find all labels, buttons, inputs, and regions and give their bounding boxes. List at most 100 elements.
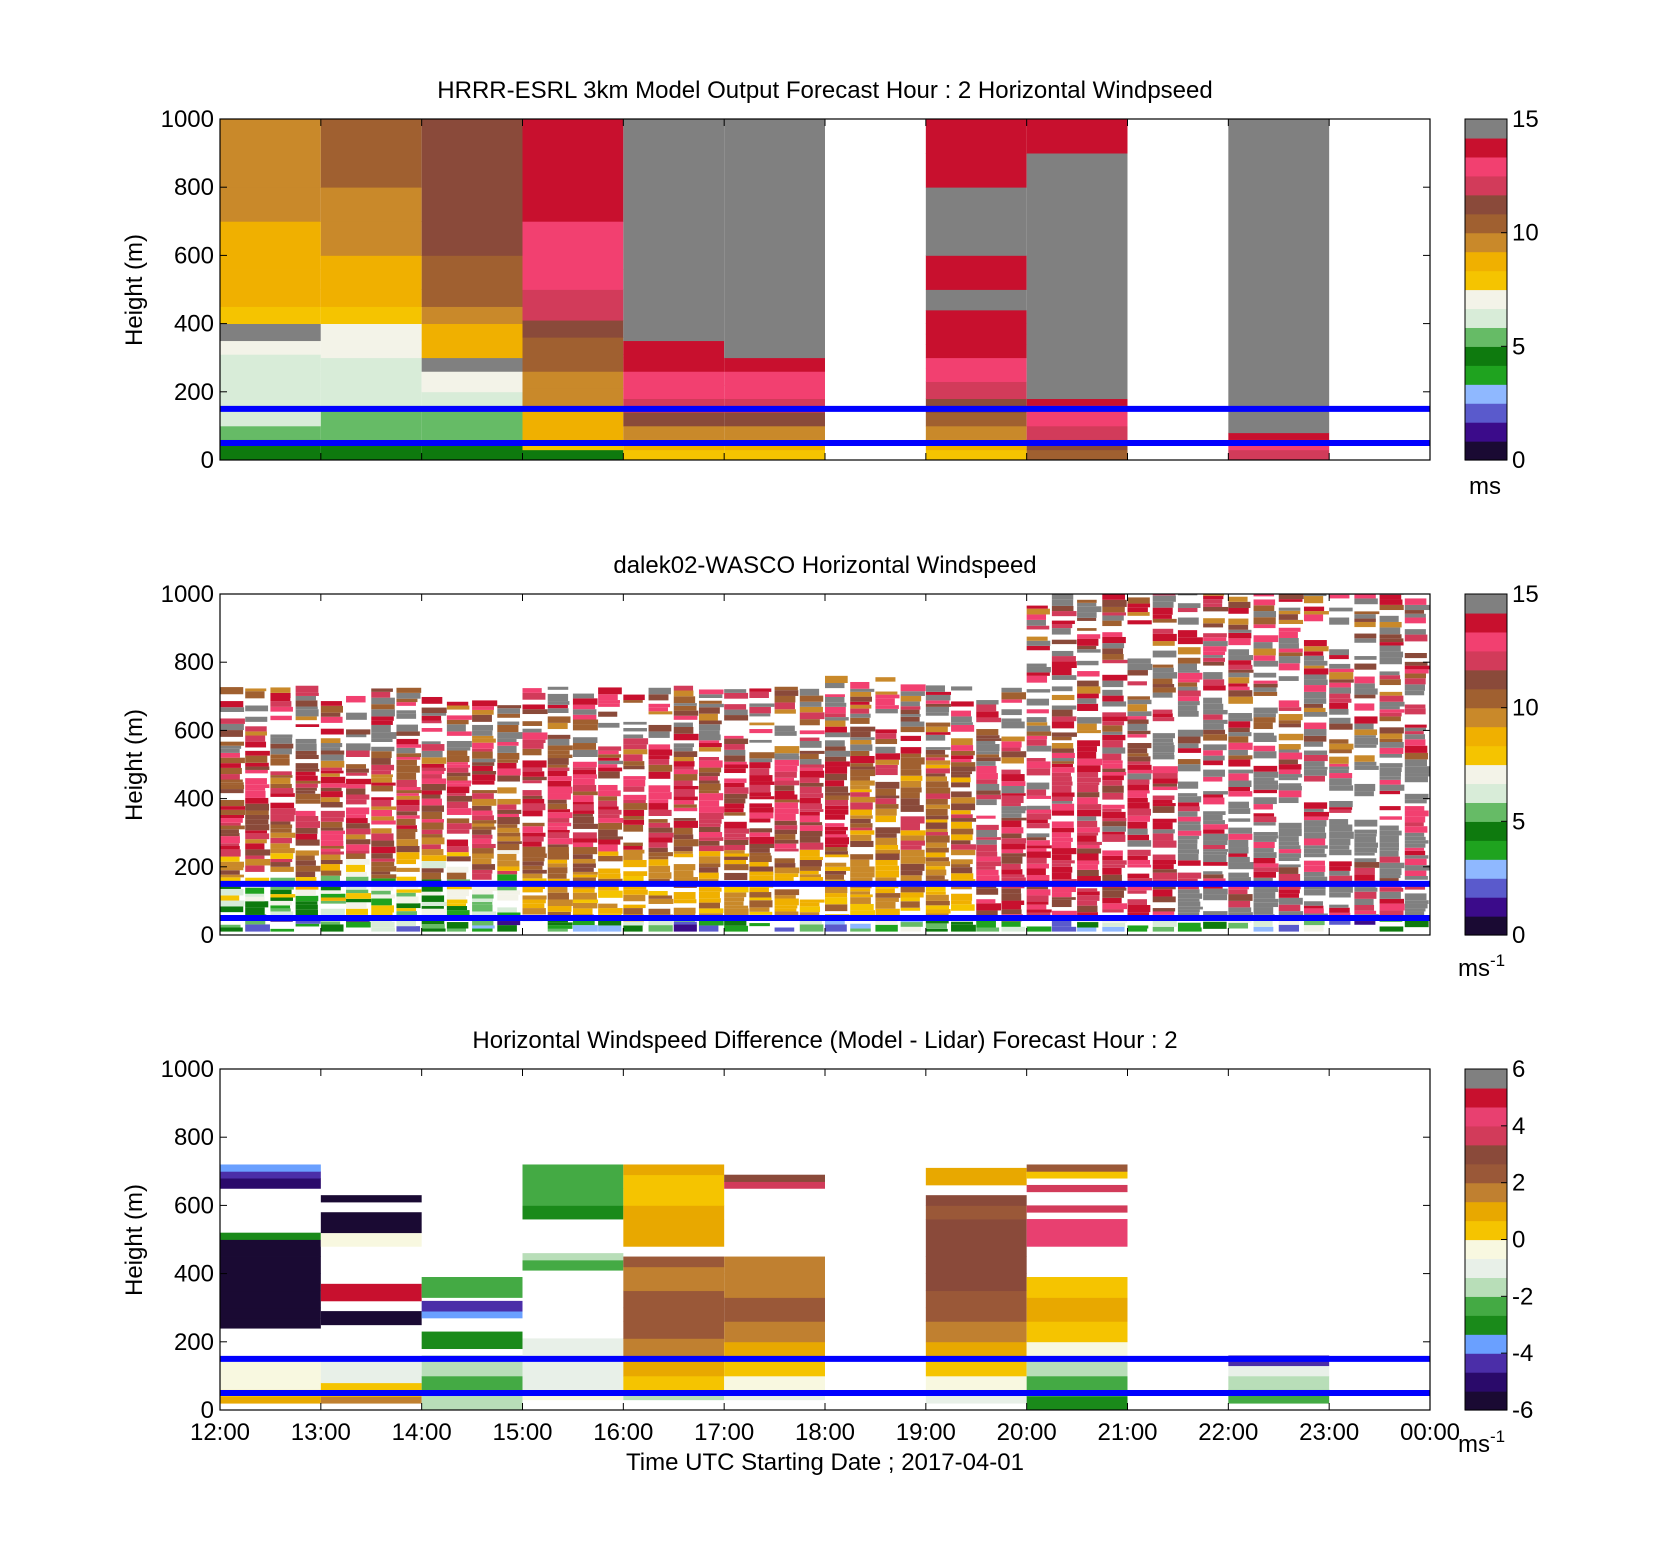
heatmap-cell	[396, 828, 418, 833]
heatmap-cell	[673, 789, 695, 797]
heatmap-cell	[673, 827, 693, 835]
heatmap-cell	[1278, 893, 1299, 898]
heatmap-cell	[1329, 785, 1354, 791]
heatmap-cell	[522, 865, 543, 870]
heatmap-cell	[1177, 705, 1198, 711]
heatmap-cell	[320, 743, 343, 748]
heatmap-cell	[1152, 854, 1176, 860]
heatmap-cell	[320, 340, 422, 359]
heatmap-cell	[1329, 807, 1353, 810]
heatmap-cell	[572, 908, 593, 915]
heatmap-cell	[220, 888, 244, 896]
heatmap-cell	[572, 774, 597, 779]
heatmap-cell	[749, 907, 770, 912]
heatmap-cell	[825, 814, 846, 820]
heatmap-cell	[497, 832, 521, 837]
heatmap-cell	[421, 849, 444, 856]
heatmap-cell	[925, 1290, 1027, 1309]
heatmap-cell	[295, 754, 319, 760]
heatmap-cell	[295, 889, 316, 896]
heatmap-cell	[1026, 1341, 1128, 1360]
heatmap-cell	[1001, 904, 1022, 910]
heatmap-cell	[925, 773, 946, 777]
panel-model-title: HRRR-ESRL 3km Model Output Forecast Hour…	[437, 77, 1212, 104]
heatmap-cell	[220, 119, 321, 188]
colorbar-segment	[1465, 119, 1507, 139]
heatmap-cell	[220, 340, 321, 355]
heatmap-cell	[522, 780, 542, 784]
heatmap-cell	[1001, 833, 1022, 839]
heatmap-cell	[1001, 900, 1025, 905]
heatmap-cell	[1127, 734, 1147, 738]
heatmap-cell	[320, 716, 343, 723]
heatmap-cell	[724, 918, 747, 926]
heatmap-cell	[1354, 638, 1377, 643]
heatmap-cell	[951, 859, 973, 865]
heatmap-cell	[497, 745, 517, 753]
heatmap-cell	[1177, 701, 1200, 706]
heatmap-cell	[1026, 840, 1050, 846]
heatmap-cell	[1051, 667, 1072, 676]
heatmap-cell	[749, 691, 769, 699]
heatmap-cell	[1177, 743, 1199, 749]
heatmap-cell	[1329, 766, 1350, 770]
heatmap-cell	[1026, 901, 1049, 905]
heatmap-cell	[1001, 817, 1027, 821]
heatmap-cell	[1102, 785, 1124, 793]
heatmap-cell	[1127, 769, 1153, 774]
heatmap-cell	[522, 822, 545, 827]
heatmap-cell	[346, 743, 371, 751]
heatmap-cell	[320, 701, 342, 706]
heatmap-cell	[850, 903, 874, 911]
heatmap-cell	[396, 889, 422, 893]
y-tick-label: 0	[201, 1397, 214, 1424]
heatmap-cell	[799, 740, 822, 748]
heatmap-cell	[648, 908, 671, 915]
heatmap-cell	[1102, 725, 1123, 732]
heatmap-cell	[1329, 743, 1354, 750]
heatmap-cell	[472, 918, 494, 926]
heatmap-cell	[547, 701, 570, 705]
heatmap-cell	[850, 776, 870, 781]
heatmap-cell	[497, 708, 521, 714]
heatmap-cell	[875, 833, 897, 838]
heatmap-cell	[598, 918, 622, 926]
heatmap-cell	[1026, 874, 1050, 881]
heatmap-cell	[1102, 922, 1126, 927]
heatmap-cell	[1026, 1219, 1128, 1247]
heatmap-cell	[472, 858, 492, 865]
heatmap-cell	[371, 777, 393, 783]
colorbar-segment	[1465, 365, 1507, 385]
heatmap-cell	[1379, 645, 1401, 652]
heatmap-cell	[220, 748, 240, 753]
heatmap-cell	[875, 746, 896, 754]
heatmap-cell	[1127, 797, 1148, 803]
heatmap-cell	[1051, 611, 1077, 617]
heatmap-cell	[1303, 606, 1325, 612]
heatmap-cell	[396, 811, 418, 816]
heatmap-cell	[1051, 892, 1072, 898]
y-tick-label: 600	[174, 1192, 214, 1219]
heatmap-cell	[698, 747, 722, 752]
heatmap-cell	[1228, 618, 1249, 625]
heatmap-cell	[850, 744, 873, 751]
heatmap-cell	[925, 875, 945, 880]
heatmap-cell	[245, 893, 265, 897]
heatmap-cell	[1001, 926, 1026, 932]
heatmap-cell	[220, 845, 240, 850]
heatmap-cell	[623, 371, 725, 386]
heatmap-cell	[1379, 891, 1401, 899]
heatmap-cell	[295, 850, 319, 856]
heatmap-cell	[547, 686, 569, 690]
heatmap-cell	[1102, 760, 1123, 764]
heatmap-cell	[1177, 686, 1198, 691]
heatmap-cell	[295, 695, 316, 701]
heatmap-cell	[1354, 761, 1377, 766]
heatmap-cell	[1253, 841, 1275, 849]
heatmap-cell	[1303, 729, 1327, 736]
heatmap-cell	[220, 323, 321, 342]
heatmap-cell	[1127, 612, 1150, 616]
heatmap-cell	[1329, 672, 1354, 680]
heatmap-cell	[1102, 775, 1124, 781]
heatmap-cell	[472, 714, 492, 722]
